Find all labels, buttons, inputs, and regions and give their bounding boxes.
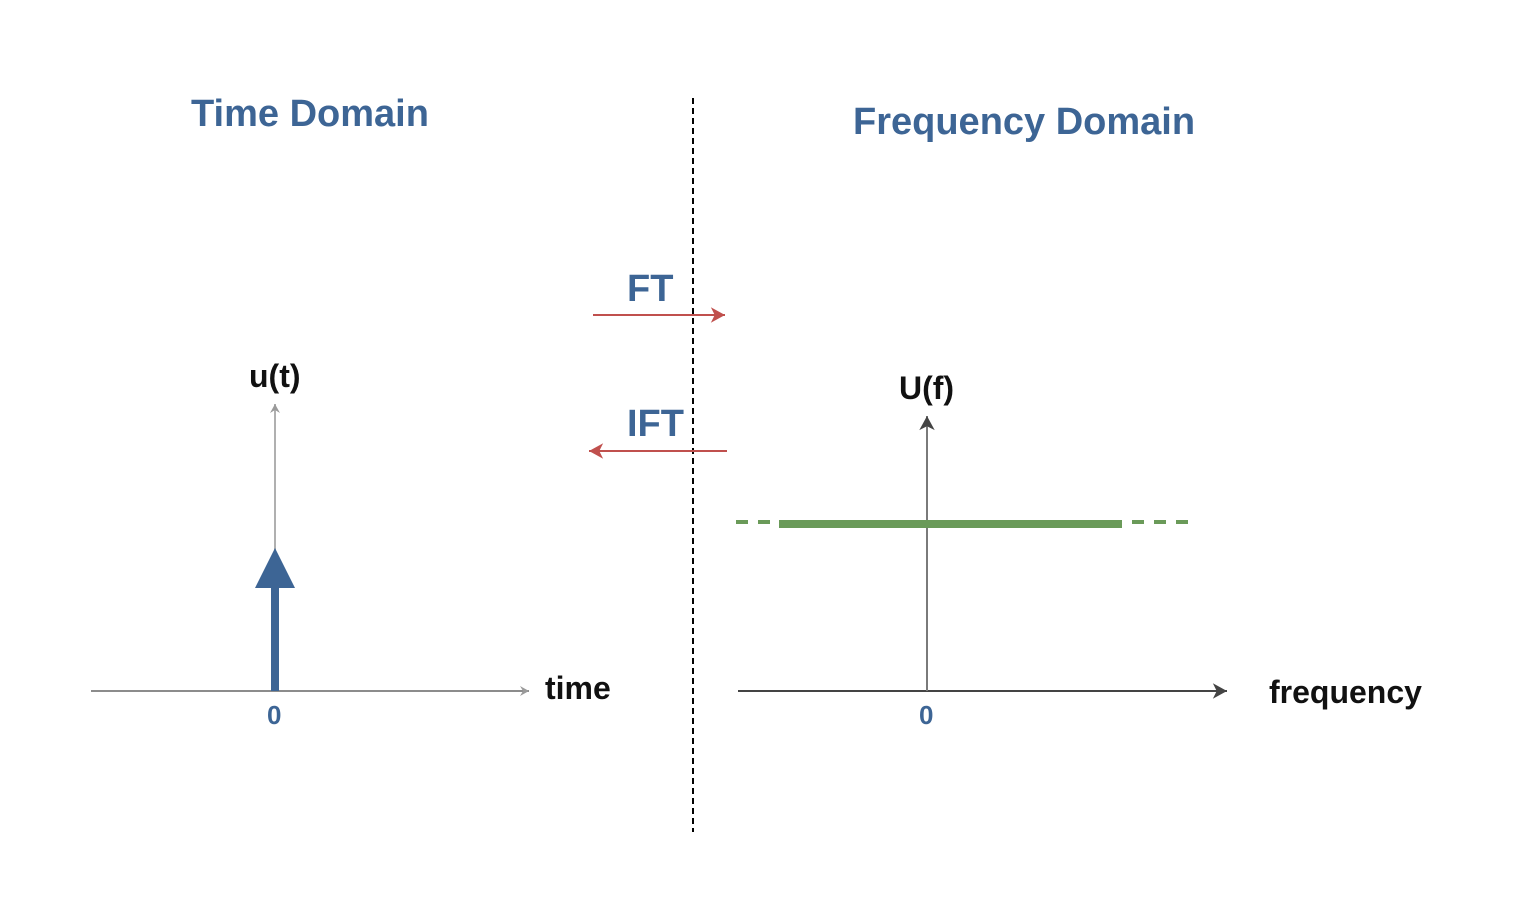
time-y-axis-label: u(t) xyxy=(249,358,301,394)
frequency-x-axis-label: frequency xyxy=(1269,674,1422,710)
frequency-y-axis-label: U(f) xyxy=(899,370,955,406)
impulse-arrow xyxy=(255,548,295,691)
time-domain-title: Time Domain xyxy=(191,93,429,135)
time-x-axis-label: time xyxy=(545,670,611,706)
time-origin-tick: 0 xyxy=(267,700,282,730)
frequency-domain-title: Frequency Domain xyxy=(853,101,1196,143)
ft-label: FT xyxy=(627,268,674,310)
ift-label: IFT xyxy=(627,403,684,445)
frequency-origin-tick: 0 xyxy=(919,700,934,730)
